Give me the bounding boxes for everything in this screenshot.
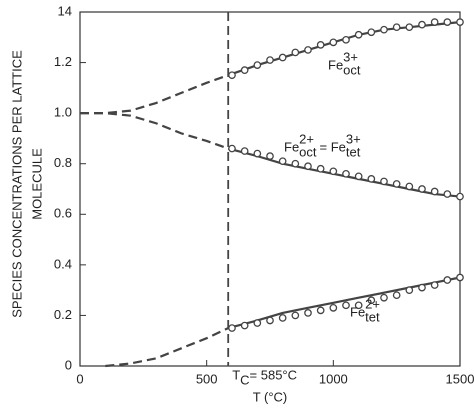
- data-point: [380, 25, 388, 34]
- data-point: [329, 303, 338, 312]
- plot-frame: [79, 11, 461, 367]
- data-point: [430, 18, 439, 26]
- data-point: [278, 157, 287, 166]
- data-point: [240, 66, 249, 75]
- data-point: [418, 20, 426, 29]
- data-point: [418, 283, 426, 292]
- data-point: [266, 56, 274, 64]
- data-point: [392, 180, 401, 188]
- data-point: [354, 172, 363, 181]
- data-point: [228, 144, 236, 153]
- y-tick-label: 0.2: [54, 307, 72, 322]
- curve: [80, 112, 229, 150]
- data-point: [316, 41, 325, 49]
- data-point: [342, 301, 350, 310]
- annotation: Fe: [350, 304, 365, 319]
- annotation-sup: 2+: [299, 131, 314, 146]
- annotation-sub: tet: [346, 144, 361, 159]
- data-point: [253, 319, 262, 327]
- data-point: [304, 46, 312, 54]
- annotation-sup: 2+: [365, 296, 380, 311]
- x-axis-label: T (°C): [253, 389, 288, 404]
- data-point: [456, 273, 464, 282]
- y-tick-label: 0: [65, 357, 72, 372]
- data-point: [380, 293, 388, 302]
- y-tick-label: 0.6: [54, 206, 72, 221]
- data-point: [342, 35, 350, 44]
- data-point: [443, 276, 452, 284]
- annotation: = Fe: [320, 139, 346, 154]
- x-tick-label: 1500: [446, 371, 474, 386]
- curve: [105, 327, 229, 368]
- data-point: [354, 30, 363, 39]
- data-point: [228, 324, 236, 332]
- data-point: [443, 190, 452, 198]
- tc-label-rest: = 585°C: [250, 367, 297, 382]
- data-point: [329, 167, 338, 176]
- x-tick-label: 1000: [319, 371, 348, 386]
- y-tick-label: 0.8: [54, 155, 72, 170]
- data-point: [430, 281, 439, 289]
- data-point: [240, 321, 249, 330]
- data-point: [291, 159, 300, 168]
- data-point: [291, 311, 300, 320]
- data-point: [418, 185, 426, 193]
- data-point: [405, 182, 414, 191]
- annotation-sub: oct: [299, 144, 317, 159]
- x-tick-label: 500: [196, 371, 218, 386]
- data-point: [278, 314, 287, 322]
- data-point: [443, 18, 452, 26]
- data-point: [329, 38, 338, 47]
- data-point: [304, 162, 312, 171]
- y-axis-label: SPECIES CONCENTRATIONS PER LATTICE: [9, 50, 24, 318]
- data-point: [240, 147, 249, 155]
- annotation: Fe: [284, 139, 299, 154]
- data-point: [304, 309, 312, 317]
- data-point: [316, 164, 325, 173]
- y-tick-label: 1.0: [54, 105, 72, 120]
- annotation-sub: tet: [365, 309, 380, 324]
- annotation: Fe: [328, 57, 343, 72]
- data-point: [392, 23, 401, 32]
- data-point: [278, 53, 287, 62]
- y-axis-label: MOLECULE: [29, 148, 44, 220]
- data-point: [405, 286, 414, 294]
- data-point: [380, 177, 388, 186]
- data-point: [367, 296, 376, 305]
- annotation-sup: 3+: [346, 131, 361, 146]
- data-point: [342, 169, 350, 178]
- annotation-sup: 3+: [343, 49, 358, 64]
- x-tick-label: 0: [76, 371, 83, 386]
- data-point: [253, 61, 262, 69]
- data-point: [266, 152, 274, 160]
- curve: [80, 74, 229, 115]
- data-point: [253, 149, 262, 158]
- data-point: [405, 23, 414, 32]
- data-point: [456, 18, 464, 26]
- data-point: [266, 316, 274, 325]
- tc-label-sub: C: [240, 372, 249, 387]
- y-tick-label: 1.2: [54, 54, 72, 69]
- data-point: [456, 192, 464, 201]
- data-point: [392, 291, 401, 300]
- tc-label: T: [232, 367, 240, 382]
- data-point: [367, 28, 376, 37]
- y-tick-label: 14: [58, 3, 72, 18]
- data-point: [430, 187, 439, 196]
- data-point: [316, 306, 325, 315]
- annotation-sub: oct: [343, 62, 361, 77]
- data-point: [354, 301, 363, 310]
- y-tick-label: 0.4: [54, 256, 72, 271]
- data-point: [228, 71, 236, 80]
- data-point: [367, 175, 376, 183]
- data-point: [291, 48, 300, 57]
